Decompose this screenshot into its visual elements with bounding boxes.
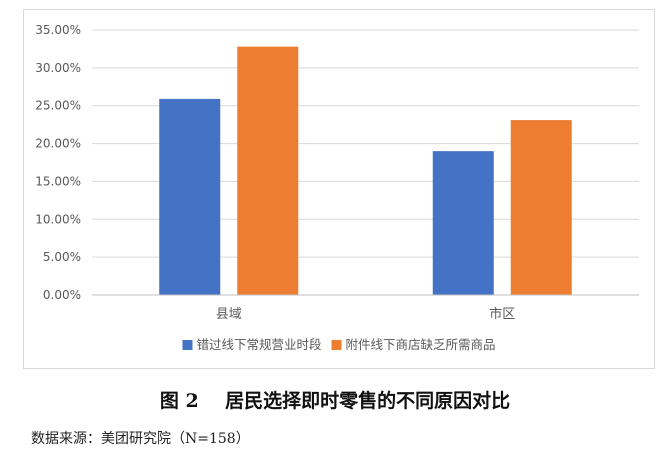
- legend-swatch: [182, 340, 193, 350]
- y-tick-label: 5.00%: [43, 250, 81, 264]
- chart-frame: 0.00% 5.00% 10.00% 15.00% 20.00% 25.00% 30.00%…: [23, 9, 655, 369]
- y-axis-tick-labels: 0.00% 5.00% 10.00% 15.00% 20.00% 25.00% 30.00%…: [35, 23, 81, 302]
- bar: [159, 98, 221, 296]
- legend-item: 附件线下商店缺乏所需商品: [331, 337, 496, 352]
- bar: [432, 151, 494, 295]
- x-axis-category-labels: 县域 市区: [216, 306, 516, 322]
- y-tick-label: 35.00%: [35, 23, 81, 37]
- y-tick-label: 15.00%: [35, 174, 81, 188]
- figure-caption: 图 2 居民选择即时零售的不同原因对比: [159, 390, 511, 412]
- bar: [237, 46, 299, 296]
- legend-label: 附件线下商店缺乏所需商品: [346, 337, 496, 352]
- bar-chart: 0.00% 5.00% 10.00% 15.00% 20.00% 25.00% 30.00%…: [35, 23, 639, 352]
- y-tick-label: 20.00%: [35, 137, 81, 151]
- bar: [510, 120, 572, 295]
- source-note: 数据来源：美团研究院（N=158）: [31, 431, 250, 447]
- x-category-label: 市区: [489, 306, 515, 322]
- legend-label: 错过线下常规营业时段: [196, 337, 321, 352]
- y-tick-label: 0.00%: [43, 288, 81, 302]
- y-tick-label: 25.00%: [35, 99, 81, 113]
- bars: [159, 46, 572, 296]
- x-category-label: 县域: [216, 307, 242, 322]
- legend-item: 错过线下常规营业时段: [182, 337, 322, 352]
- legend-swatch: [331, 340, 342, 350]
- y-tick-label: 30.00%: [35, 61, 81, 75]
- legend: 错过线下常规营业时段 附件线下商店缺乏所需商品: [182, 337, 496, 352]
- y-tick-label: 10.00%: [35, 212, 81, 226]
